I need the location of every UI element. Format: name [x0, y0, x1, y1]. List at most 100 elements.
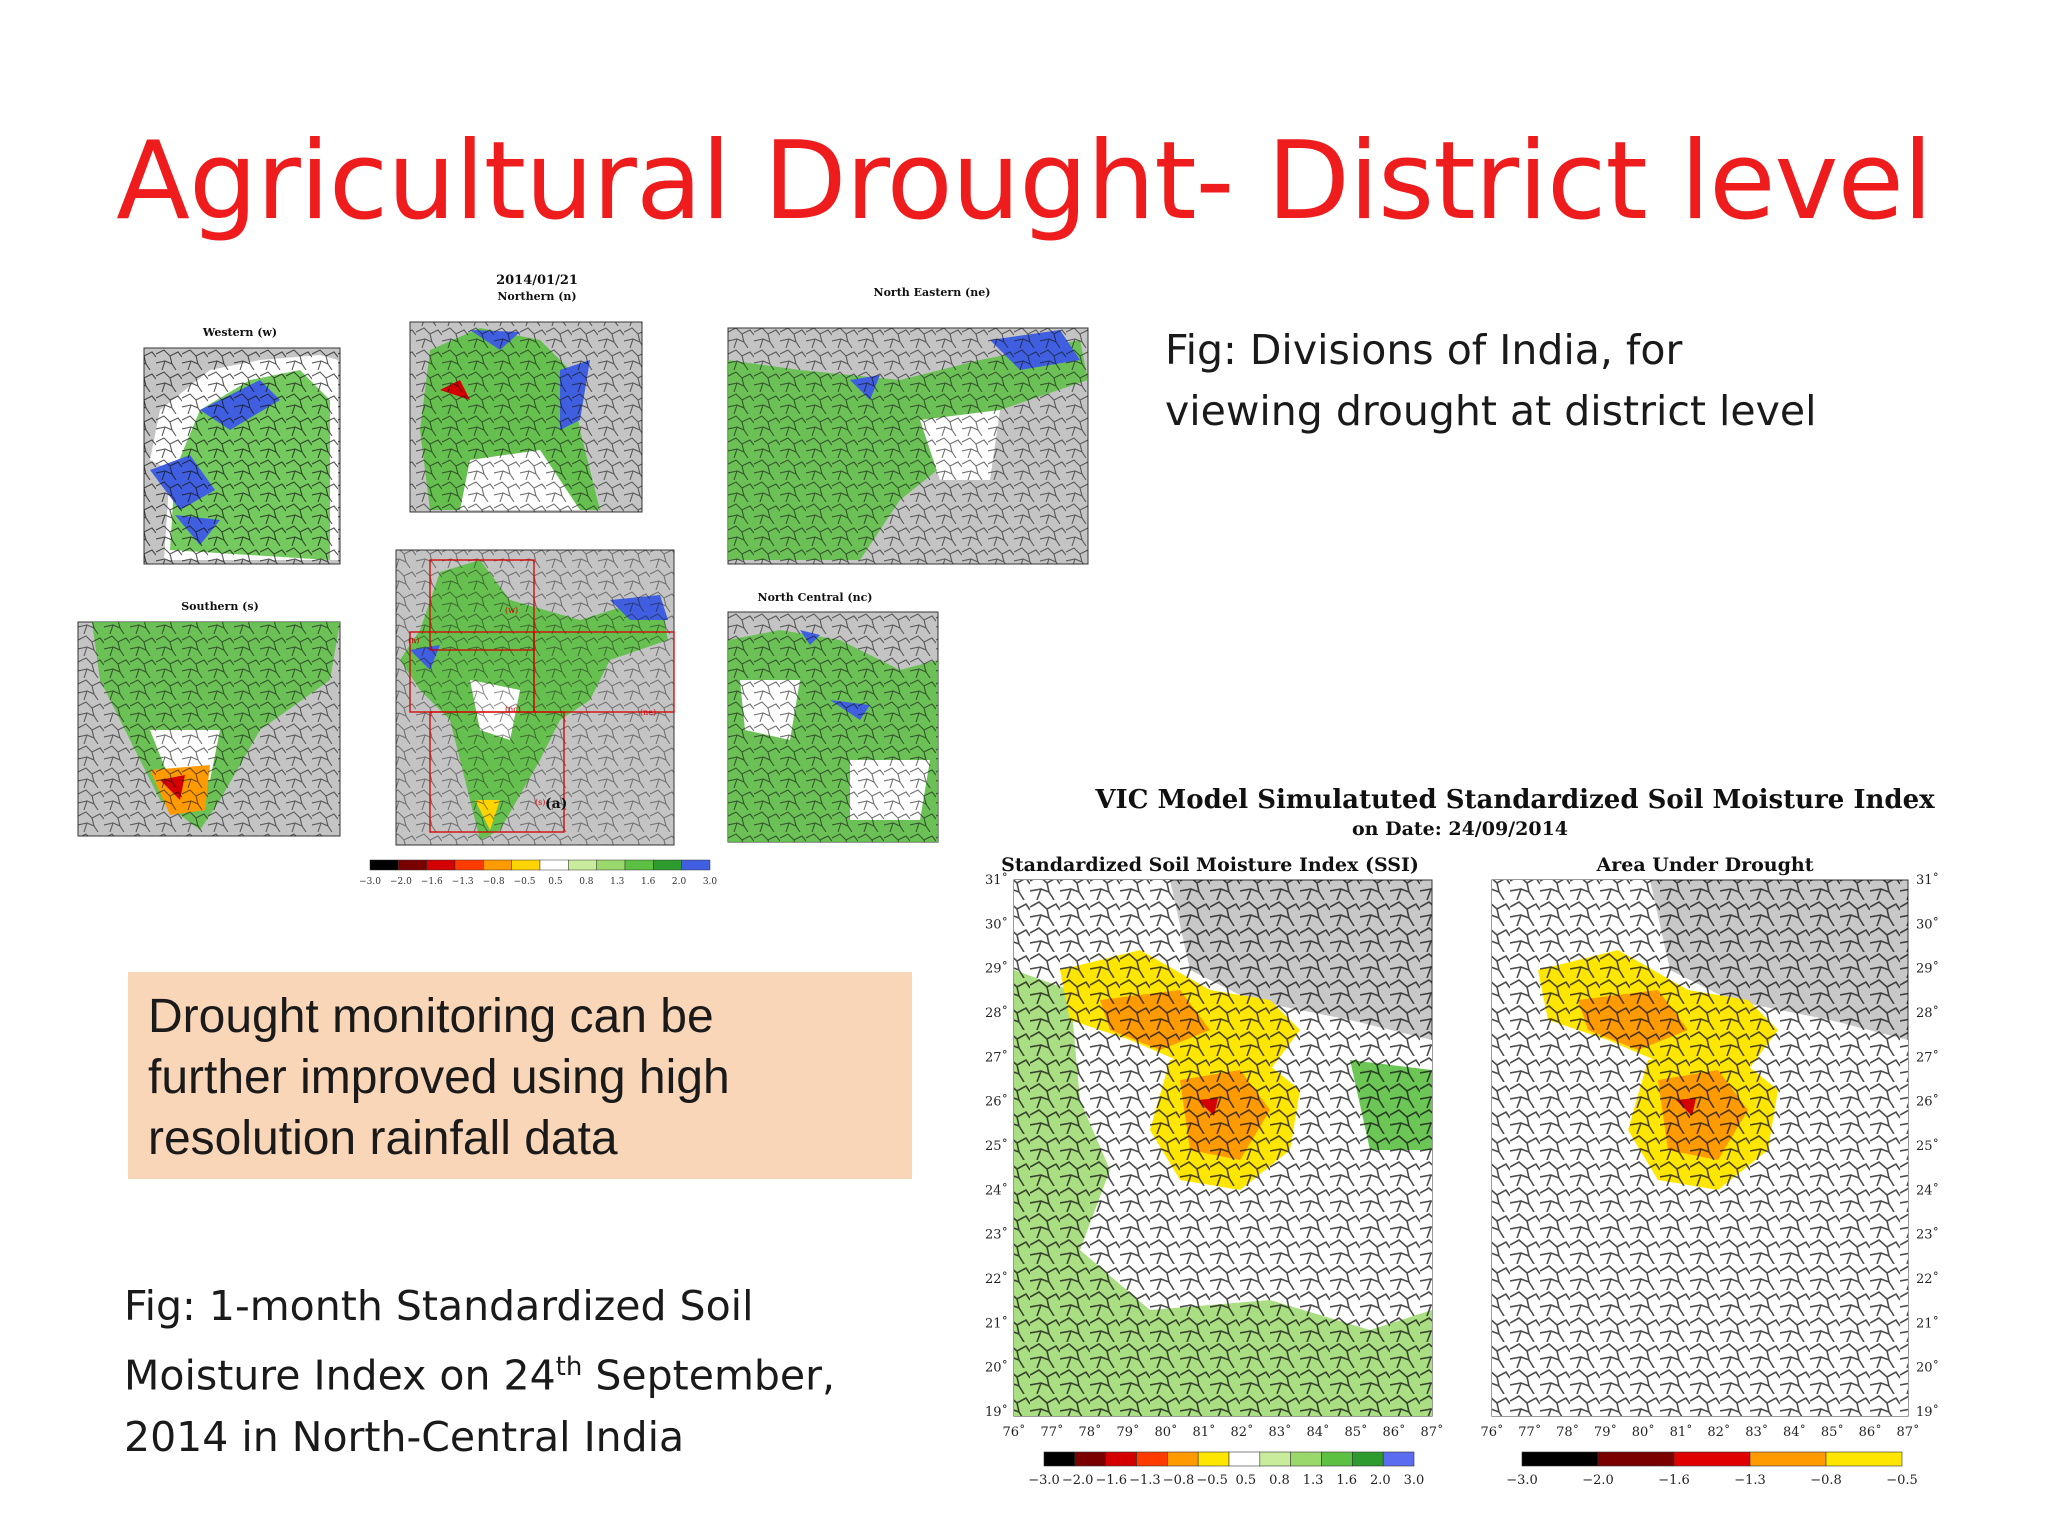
vic-y-tick-label-right: 31˚ [1916, 872, 1939, 888]
north-eastern-title: North Eastern (ne) [874, 286, 991, 299]
vic-y-tick-label: 24˚ [985, 1182, 1008, 1198]
division-colorbar-label: −0.8 [483, 877, 505, 887]
ssmi-caption-superscript: th [555, 1352, 583, 1382]
ssi-colorbar-label: 0.8 [1269, 1473, 1290, 1488]
vic-y-tick-label-right: 23˚ [1916, 1227, 1939, 1243]
vic-y-tick-label-right: 28˚ [1916, 1005, 1939, 1021]
division-colorbar-label: 2.0 [672, 877, 687, 887]
division-colorbar-swatch [398, 859, 427, 871]
division-colorbar-swatch [568, 859, 597, 871]
division-colorbar-swatch [681, 859, 711, 871]
ssmi-caption-line-1: Fig: 1-month Standardized Soil [124, 1282, 754, 1330]
divisions-caption: Fig: Divisions of India, for viewing dro… [1165, 320, 1817, 442]
ssi-colorbar-label: −1.3 [1129, 1473, 1161, 1488]
vic-y-tick-label-right: 22˚ [1916, 1271, 1939, 1287]
division-colorbar-label: 0.5 [548, 877, 563, 887]
ssi-colorbar: −3.0 −2.0 −1.6 −1.3 −0.8 −0.5 0.5 0.8 1.3 1.6 2.0 3… [1028, 1451, 1425, 1488]
ssi-colorbar-label: −1.6 [1095, 1473, 1127, 1488]
ssmi-caption-line-2: Moisture Index on 24th September, [124, 1337, 835, 1407]
callout-line-2: further improved using high [148, 1051, 730, 1104]
division-colorbar-label: −1.6 [421, 877, 443, 887]
vic-x-tick-label: 77˚ [1040, 1424, 1063, 1440]
vic-x-tick-label: 84˚ [1783, 1424, 1806, 1440]
ssmi-caption-line-2-text: Moisture Index on 24 [124, 1351, 556, 1400]
division-colorbar-label: 1.3 [610, 877, 625, 887]
ssi-colorbar-swatch [1167, 1451, 1199, 1467]
ssi-colorbar-swatch [1321, 1451, 1353, 1467]
vic-y-tick-label-right: 26˚ [1916, 1094, 1939, 1110]
drought-colorbar-swatch [1673, 1451, 1751, 1467]
vic-x-tick-label: 85˚ [1344, 1424, 1367, 1440]
ssi-colorbar-swatch [1259, 1451, 1291, 1467]
north-central-title: North Central (nc) [758, 591, 873, 604]
vic-axes: 76˚ 77˚ 78˚ 79˚ 80˚ 81˚ 82˚ 83˚ 84˚ 85˚ 86˚ 87˚ 76˚ 7… [985, 872, 1939, 1440]
slide-title: Agricultural Drought- District level [116, 119, 1933, 244]
ssi-colorbar-label: −0.8 [1163, 1473, 1195, 1488]
vic-x-tick-label: 79˚ [1594, 1424, 1617, 1440]
vic-figure-title: VIC Model Simulatuted Standardized Soil … [1094, 785, 1935, 815]
vic-y-tick-label-right: 20˚ [1916, 1360, 1939, 1376]
division-colorbar-label: −3.0 [359, 877, 381, 887]
india-divisions-figure: 2014/01/21 Western (w) Northern (n) Nort… [77, 273, 1089, 887]
vic-figure-subtitle: on Date: 24/09/2014 [1352, 818, 1568, 840]
ssi-colorbar-swatch [1043, 1451, 1076, 1467]
ssi-colorbar-swatch [1290, 1451, 1322, 1467]
drought-panel-title: Area Under Drought [1596, 854, 1814, 876]
drought-colorbar-label: −1.6 [1658, 1473, 1690, 1488]
all-india-division-map: (a) (w) (n) (nc) (ne) (s) [395, 549, 675, 846]
division-colorbar-swatch [596, 859, 626, 871]
drought-colorbar-label: −3.0 [1506, 1473, 1538, 1488]
callout-line-3: resolution rainfall data [148, 1112, 618, 1165]
ssmi-caption-line-3: 2014 in North-Central India [124, 1412, 685, 1461]
vic-y-tick-label-right: 27˚ [1916, 1049, 1939, 1065]
vic-x-tick-label: 78˚ [1556, 1424, 1579, 1440]
vic-x-tick-label: 83˚ [1745, 1424, 1768, 1440]
vic-y-tick-label-right: 29˚ [1916, 961, 1939, 977]
vic-y-tick-label: 19˚ [985, 1404, 1008, 1420]
label-ne: (ne) [640, 708, 656, 717]
ssi-colorbar-label: 3.0 [1404, 1473, 1425, 1488]
ssi-colorbar-swatch [1228, 1451, 1261, 1467]
vic-x-tick-label: 86˚ [1382, 1424, 1405, 1440]
ssi-colorbar-swatch [1197, 1451, 1230, 1467]
ssi-map-panel: Standardized Soil Moisture Index (SSI) [1001, 854, 1433, 1417]
division-colorbar-label: −2.0 [390, 877, 412, 887]
ssi-colorbar-swatch [1382, 1451, 1415, 1467]
division-colorbar-label: 0.8 [579, 877, 594, 887]
ssmi-caption: Fig: 1-month Standardized Soil Moisture … [124, 1276, 835, 1468]
vic-x-tick-label: 84˚ [1306, 1424, 1329, 1440]
southern-title: Southern (s) [181, 600, 259, 613]
vic-y-tick-label-right: 25˚ [1916, 1138, 1939, 1154]
ssi-colorbar-label: −3.0 [1028, 1473, 1060, 1488]
vic-y-tick-label: 28˚ [985, 1005, 1008, 1021]
division-colorbar-swatch [511, 859, 541, 871]
division-colorbar-swatch [624, 859, 654, 871]
vic-x-tick-label: 77˚ [1518, 1424, 1541, 1440]
vic-x-tick-label: 76˚ [1002, 1424, 1025, 1440]
vic-y-tick-label-right: 19˚ [1916, 1404, 1939, 1420]
ssi-colorbar-label: 0.5 [1235, 1473, 1256, 1488]
vic-y-tick-label-right: 30˚ [1916, 916, 1939, 932]
area-under-drought-panel: Area Under Drought [1491, 854, 1909, 1417]
ssi-colorbar-label: −2.0 [1062, 1473, 1094, 1488]
vic-y-tick-label-right: 21˚ [1916, 1315, 1939, 1331]
drought-colorbar-label: −0.8 [1810, 1473, 1842, 1488]
vic-y-tick-label-right: 24˚ [1916, 1182, 1939, 1198]
label-s: (s) [535, 798, 545, 807]
division-colorbar-swatch [653, 859, 682, 871]
ssmi-caption-line-2-rest: September, [582, 1351, 836, 1400]
vic-ssi-figure: VIC Model Simulatuted Standardized Soil … [985, 785, 1939, 1488]
vic-y-tick-label: 23˚ [985, 1227, 1008, 1243]
northern-division-map: Northern (n) [409, 290, 643, 513]
division-colorbar-swatch [539, 859, 569, 871]
label-w: (w) [505, 606, 518, 615]
ssi-colorbar-label: 1.6 [1336, 1473, 1357, 1488]
label-n: (n) [408, 636, 419, 645]
vic-x-tick-label: 86˚ [1859, 1424, 1882, 1440]
southern-division-map: Southern (s) [77, 600, 341, 837]
drought-colorbar-label: −0.5 [1886, 1473, 1918, 1488]
division-colorbar-swatch [426, 859, 456, 871]
vic-y-tick-label: 30˚ [985, 916, 1008, 932]
ssi-colorbar-label: 2.0 [1370, 1473, 1391, 1488]
drought-monitoring-callout: Drought monitoring can be further improv… [128, 972, 912, 1179]
